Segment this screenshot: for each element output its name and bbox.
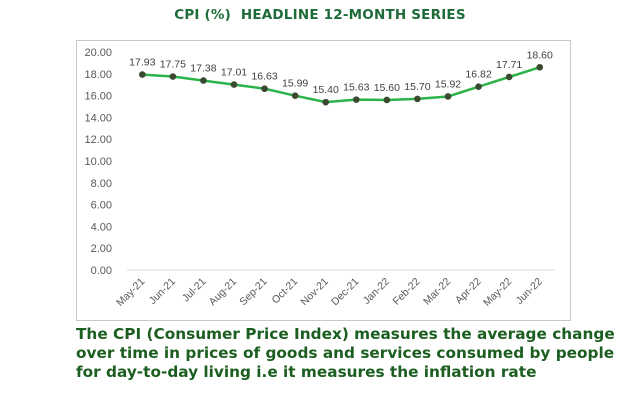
data-label: 17.71 (496, 59, 522, 71)
y-tick-label: 18.00 (84, 69, 112, 81)
data-label: 16.82 (465, 69, 491, 81)
x-tick-label: Apr-22 (453, 276, 484, 307)
data-label: 15.70 (404, 81, 430, 93)
x-tick-label: Jul-21 (180, 276, 209, 305)
data-point (230, 81, 238, 88)
y-tick-label: 20.00 (84, 47, 112, 59)
caption-line-3: for day-to-day living i.e it measures th… (76, 363, 537, 381)
x-tick-label: Oct-21 (269, 276, 300, 307)
data-label: 16.63 (251, 71, 277, 83)
y-tick-label: 2.00 (91, 243, 112, 255)
y-tick-label: 4.00 (91, 221, 112, 233)
data-point (261, 85, 268, 93)
chart-title: CPI (%) HEADLINE 12-MONTH SERIES (174, 7, 466, 23)
x-tick-label: Aug-21 (207, 276, 240, 309)
caption-line-1: The CPI (Consumer Price Index) measures … (76, 325, 615, 343)
data-point (352, 96, 360, 103)
x-tick-label: Sep-21 (237, 276, 270, 309)
x-tick-label: Dec-21 (329, 276, 362, 309)
data-point (322, 98, 330, 106)
y-tick-label: 0.00 (91, 265, 112, 277)
x-tick-label: Mar-22 (421, 276, 453, 308)
data-label: 18.60 (527, 49, 553, 61)
x-tick-label: Jun-21 (147, 276, 178, 307)
data-point (444, 93, 452, 100)
data-point (383, 96, 391, 104)
caption-line-2: over time in prices of goods and service… (76, 344, 615, 362)
chart-frame (76, 40, 571, 321)
data-point (505, 73, 513, 81)
cpi-line-chart: 0.00 2.00 4.00 6.00 8.00 10.00 12.00 14.00 16.00… (84, 47, 555, 309)
data-label: 15.63 (343, 82, 369, 94)
x-tick-label: May-21 (114, 276, 147, 309)
x-tick-label: Nov-21 (298, 276, 331, 309)
data-point (414, 95, 421, 103)
data-point (291, 92, 299, 100)
data-label: 15.60 (374, 82, 400, 94)
x-tick-label: Jun-22 (514, 276, 545, 307)
y-tick-label: 16.00 (84, 91, 112, 103)
data-point (169, 73, 177, 80)
y-tick-label: 8.00 (91, 178, 112, 190)
data-label: 17.75 (160, 59, 186, 71)
data-point (200, 77, 207, 84)
data-label: 15.40 (313, 84, 339, 96)
cpi-series-line (142, 66, 541, 104)
data-label: 17.01 (221, 67, 247, 79)
y-tick-label: 12.00 (84, 134, 112, 146)
data-point (536, 63, 544, 71)
data-label: 17.93 (129, 57, 155, 69)
y-tick-label: 6.00 (91, 200, 112, 212)
x-tick-label: Jan-22 (361, 276, 392, 307)
x-tick-label: Feb-22 (391, 276, 423, 308)
y-tick-label: 14.00 (84, 112, 112, 124)
data-point (475, 83, 482, 90)
data-point (138, 71, 146, 78)
data-label: 17.38 (190, 63, 216, 75)
data-label: 15.92 (435, 78, 461, 90)
data-label: 15.99 (282, 78, 308, 90)
cpi-description: The CPI (Consumer Price Index) measures … (76, 325, 636, 382)
y-tick-label: 10.00 (84, 156, 112, 168)
x-tick-label: May-22 (481, 276, 514, 309)
